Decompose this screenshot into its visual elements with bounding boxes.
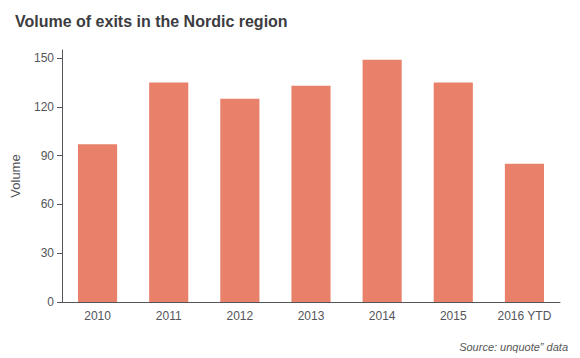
svg-text:60: 60 (41, 197, 55, 211)
svg-text:Volume: Volume (8, 154, 23, 197)
svg-text:2011: 2011 (156, 309, 182, 323)
svg-text:150: 150 (34, 51, 54, 65)
svg-text:2012: 2012 (227, 309, 254, 323)
svg-text:90: 90 (41, 149, 55, 163)
svg-text:120: 120 (34, 100, 54, 114)
svg-text:2014: 2014 (369, 309, 396, 323)
svg-text:2016 YTD: 2016 YTD (498, 309, 552, 323)
svg-text:Volume of exits in the Nordic: Volume of exits in the Nordic region (15, 13, 288, 30)
svg-text:2010: 2010 (84, 309, 111, 323)
svg-text:2015: 2015 (440, 309, 467, 323)
svg-text:30: 30 (41, 246, 55, 260)
svg-text:2013: 2013 (298, 309, 325, 323)
svg-text:Source: unquote” data: Source: unquote” data (459, 341, 568, 353)
svg-text:0: 0 (47, 295, 54, 309)
